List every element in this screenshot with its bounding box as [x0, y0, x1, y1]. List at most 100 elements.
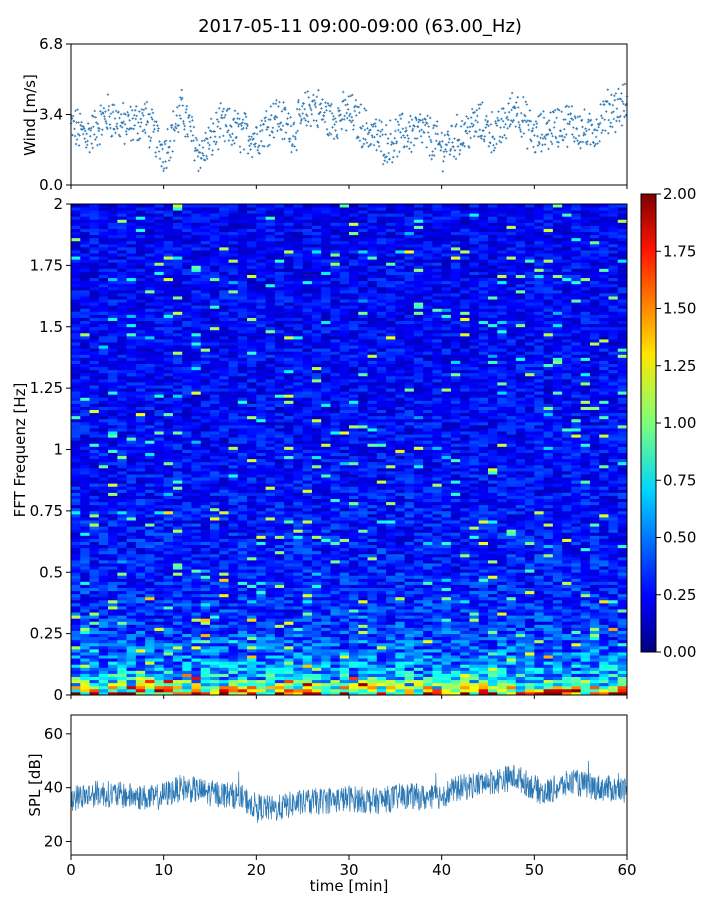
spectrogram-cell — [413, 581, 424, 585]
spectrogram-cell — [413, 559, 424, 564]
spectrogram-cell — [108, 679, 118, 684]
wind-point — [361, 145, 364, 148]
spectrogram-cell — [358, 504, 368, 509]
spectrogram-cell — [423, 602, 433, 607]
spectrogram-cell — [515, 559, 526, 564]
spectrogram-cell — [552, 624, 563, 628]
spectrogram-cell — [367, 602, 378, 607]
wind-point — [519, 128, 522, 131]
spectrogram-cell — [71, 517, 81, 521]
spectrogram-cell — [98, 636, 109, 641]
spectrogram-cell — [349, 547, 359, 552]
spectrogram-cell — [441, 667, 452, 671]
spectrogram-cell — [80, 655, 90, 659]
spectrogram-cell — [293, 615, 304, 619]
spectrogram-cell — [219, 535, 229, 539]
spectrogram-cell — [247, 535, 257, 539]
spectrogram-cell — [450, 538, 461, 542]
spectrogram-cell — [154, 581, 165, 585]
spectrogram-cell — [469, 658, 480, 662]
spectrogram-cell — [228, 566, 239, 570]
spectrogram-cell — [469, 520, 480, 524]
spectrogram-cell — [339, 602, 350, 607]
spectrogram-cell — [71, 544, 81, 549]
spectrogram-cell — [349, 645, 359, 650]
spectrogram-cell — [506, 587, 517, 592]
spectrogram-cell — [617, 673, 628, 677]
spectrogram-cell — [163, 685, 174, 690]
spectrogram-cell — [432, 584, 443, 588]
spectrogram-cell — [376, 553, 387, 558]
spectrogram-cell — [552, 636, 563, 641]
spectrogram-cell — [571, 618, 582, 622]
wind-point — [238, 117, 241, 121]
spectrogram-cell — [413, 642, 424, 647]
spectrogram-cell — [163, 563, 174, 567]
spectrogram-cell — [599, 609, 609, 613]
spectrogram-cell — [126, 523, 137, 527]
spectrogram-cell — [210, 578, 220, 582]
spectrogram-cell — [469, 602, 480, 607]
spectrogram-cell — [172, 676, 183, 681]
spectrogram-cell — [469, 615, 480, 619]
spectrogram-cell — [247, 507, 257, 512]
wind-point — [253, 145, 257, 148]
spectrogram-cell — [515, 658, 526, 662]
spectrogram-cell — [145, 621, 155, 625]
spectrogram-cell — [469, 673, 480, 677]
wind-point — [102, 112, 105, 115]
wind-point — [553, 121, 556, 124]
spectrogram-cell — [237, 541, 248, 546]
spectrogram-cell — [330, 544, 341, 549]
spectrogram-cell — [506, 621, 517, 625]
spectrogram-cell — [506, 636, 517, 641]
spectrogram-cell — [562, 658, 572, 662]
spectrogram-cell — [478, 584, 489, 588]
spectrogram-cell — [284, 559, 294, 564]
spectrogram-cell — [89, 501, 100, 506]
spectrogram-cell — [376, 584, 387, 588]
spectrogram-cell — [525, 673, 535, 677]
figure-title: 2017-05-11 09:00-09:00 (63.00_Hz) — [198, 16, 522, 37]
spectrogram-cell — [228, 691, 239, 696]
spectrogram-cell — [200, 636, 211, 641]
spectrogram-cell — [413, 520, 424, 524]
spectrogram-cell — [145, 639, 155, 644]
spectrogram-cell — [580, 691, 591, 696]
spectrogram-cell — [423, 652, 433, 656]
spectrogram-cell — [321, 624, 331, 628]
spectrogram-cell — [256, 526, 266, 530]
spectrogram-cell — [543, 517, 554, 521]
spectrogram-cell — [515, 578, 526, 582]
spectrogram-cell — [488, 652, 498, 656]
spectrogram-cell — [589, 661, 600, 665]
spectrogram-cell — [571, 529, 582, 533]
spectrogram-cell — [562, 563, 572, 567]
spectrogram-cell — [413, 599, 424, 604]
spectrogram-cell — [145, 596, 155, 601]
wind-point — [312, 119, 316, 122]
spectrogram-cell — [228, 593, 239, 598]
spectrogram-cell — [293, 609, 304, 613]
spectrogram-cell — [163, 556, 174, 561]
spectrogram-cell — [543, 510, 554, 515]
spectrogram-cell — [228, 590, 239, 595]
spectrogram-cell — [80, 563, 90, 567]
spectrogram-cell — [145, 520, 155, 524]
spectrogram-cell — [330, 673, 341, 677]
spectrogram-cell — [552, 682, 563, 687]
spectrogram-cell — [237, 532, 248, 536]
spectrogram-cell — [135, 523, 146, 527]
spectrogram-cell — [163, 575, 174, 579]
spectrogram-cell — [219, 627, 229, 631]
spectrogram-cell — [321, 655, 331, 659]
spectrogram-cell — [488, 523, 498, 527]
spectrogram-cell — [265, 553, 276, 558]
spectrogram-cell — [478, 556, 489, 561]
spectrogram-cell — [441, 504, 452, 509]
spectrogram-cell — [423, 593, 433, 598]
spectrogram-cell — [413, 587, 424, 592]
wind-point — [246, 124, 249, 128]
spectrogram-cell — [534, 556, 544, 561]
spectrogram-cell — [182, 498, 192, 503]
